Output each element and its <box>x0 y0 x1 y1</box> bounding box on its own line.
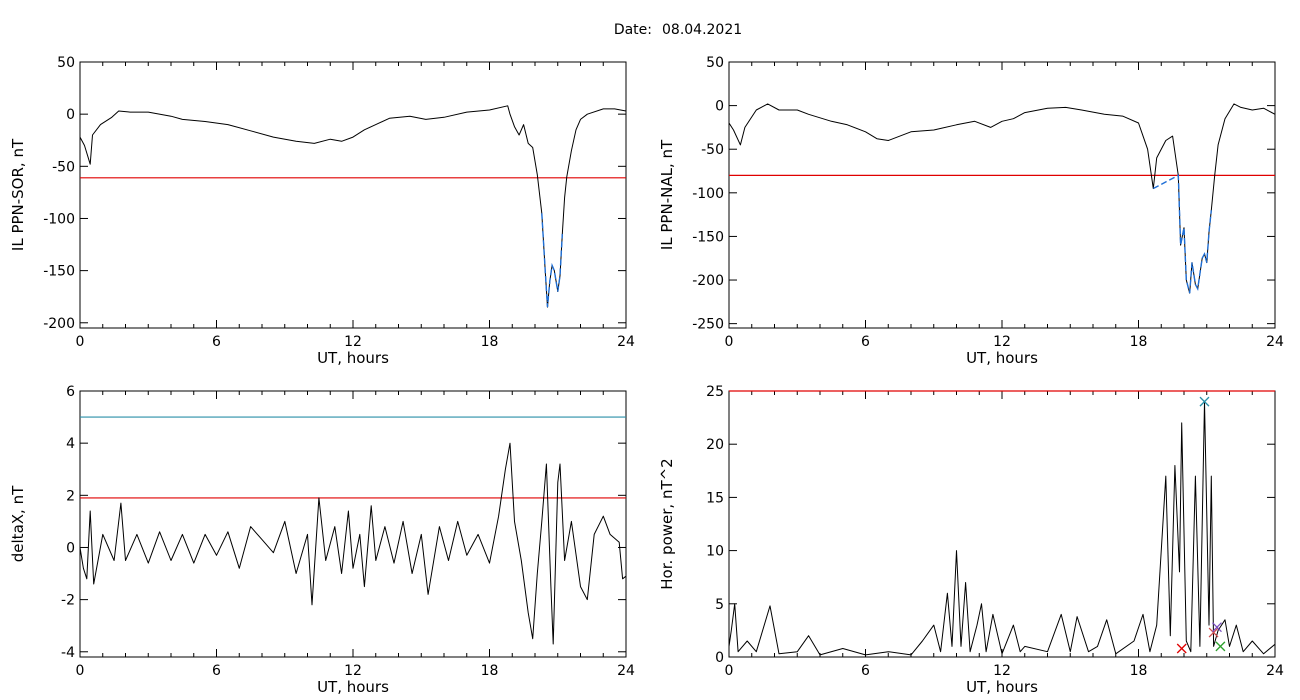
y-tick-label: 15 <box>706 490 724 506</box>
x-tick-label: 12 <box>993 663 1011 679</box>
x-tick-label: 0 <box>76 663 85 679</box>
x-tick-label: 12 <box>344 334 362 350</box>
x-axis-label: UT, hours <box>317 678 389 696</box>
y-tick-label: -200 <box>43 316 75 332</box>
x-tick-label: 24 <box>617 663 635 679</box>
x-tick-label: 24 <box>617 334 635 350</box>
plot-frame <box>728 390 1276 658</box>
y-axis-label: IL PPN-NAL, nT <box>658 139 676 250</box>
x-tick-label: 0 <box>725 663 734 679</box>
cross-marker <box>1212 622 1222 633</box>
cross-marker <box>1208 627 1219 638</box>
plot-frame <box>79 390 627 658</box>
y-tick-label: -4 <box>61 645 75 661</box>
y-tick-label: 5 <box>715 597 724 613</box>
y-tick-label: -150 <box>43 264 75 280</box>
series-line <box>79 442 627 645</box>
y-tick-label: -250 <box>692 317 724 333</box>
plot-frame <box>79 61 627 329</box>
cross-marker-stroke <box>1208 627 1219 638</box>
x-tick-label: 18 <box>481 334 499 350</box>
cross-marker <box>1215 641 1226 652</box>
highlighted-segment <box>1152 174 1212 294</box>
cross-marker-stroke <box>1215 641 1226 652</box>
x-tick-label: 6 <box>212 334 221 350</box>
series-line <box>79 105 627 308</box>
y-axis-label: deltaX, nT <box>9 485 27 562</box>
y-tick-label: 25 <box>706 384 724 400</box>
panel-il-ppn-sor: 0 6 12 18 24 50 0 -50 -100 -150 -200 UT, hours IL PP… <box>9 55 635 367</box>
panel-il-ppn-nal: 0 6 12 18 24 50 0 -50 -100 -150 -200 -250 UT, hours I… <box>658 55 1284 367</box>
x-tick-label: 18 <box>1130 334 1148 350</box>
x-axis-label: UT, hours <box>966 678 1038 696</box>
x-tick-label: 0 <box>76 334 85 350</box>
y-tick-label: 0 <box>66 540 75 556</box>
y-tick-label: 0 <box>715 650 724 666</box>
series-line <box>728 103 1276 294</box>
x-tick-label: 24 <box>1266 663 1284 679</box>
figure-header: Date: 08.04.2021 <box>614 22 742 38</box>
y-tick-label: 2 <box>66 488 75 504</box>
cross-marker-stroke <box>1212 622 1222 633</box>
x-tick-label: 6 <box>212 663 221 679</box>
y-tick-label: 20 <box>706 437 724 453</box>
x-tick-label: 12 <box>344 663 362 679</box>
panel-horizontal-power: 0 6 12 18 24 0 5 10 15 20 25 UT, hours Hor. power, n… <box>658 384 1284 696</box>
y-axis-label: IL PPN-SOR, nT <box>9 138 27 251</box>
cross-marker <box>1176 643 1187 654</box>
y-tick-label: -50 <box>52 159 75 175</box>
y-tick-label: -150 <box>692 229 724 245</box>
y-tick-label: 0 <box>715 99 724 115</box>
x-axis-label: UT, hours <box>317 349 389 367</box>
date-value: 08.04.2021 <box>662 22 742 38</box>
x-tick-label: 24 <box>1266 334 1284 350</box>
x-tick-label: 12 <box>993 334 1011 350</box>
series-line <box>728 401 1276 656</box>
panel-delta-x: 0 6 12 18 24 6 4 2 0 -2 -4 UT, hours deltaX, nT <box>9 384 635 696</box>
y-tick-label: -50 <box>701 142 724 158</box>
cross-marker <box>1199 396 1210 407</box>
y-tick-label: 10 <box>706 544 724 560</box>
x-axis-label: UT, hours <box>966 349 1038 367</box>
cross-marker-stroke <box>1176 643 1187 654</box>
x-tick-label: 6 <box>861 663 870 679</box>
x-tick-label: 6 <box>861 334 870 350</box>
y-tick-label: 6 <box>66 384 75 400</box>
y-tick-label: -2 <box>61 593 75 609</box>
highlighted-segment <box>541 213 563 308</box>
y-tick-label: 50 <box>57 55 75 71</box>
date-label: Date: <box>614 22 652 38</box>
cross-marker-stroke <box>1199 396 1210 407</box>
y-tick-label: 4 <box>66 436 75 452</box>
y-axis-label: Hor. power, nT^2 <box>658 458 676 589</box>
y-tick-label: 0 <box>66 107 75 123</box>
y-tick-label: 50 <box>706 55 724 71</box>
x-tick-label: 18 <box>1130 663 1148 679</box>
plot-frame <box>728 61 1276 329</box>
y-tick-label: -100 <box>43 211 75 227</box>
y-tick-label: -100 <box>692 186 724 202</box>
y-tick-label: -200 <box>692 273 724 289</box>
x-tick-label: 18 <box>481 663 499 679</box>
x-tick-label: 0 <box>725 334 734 350</box>
